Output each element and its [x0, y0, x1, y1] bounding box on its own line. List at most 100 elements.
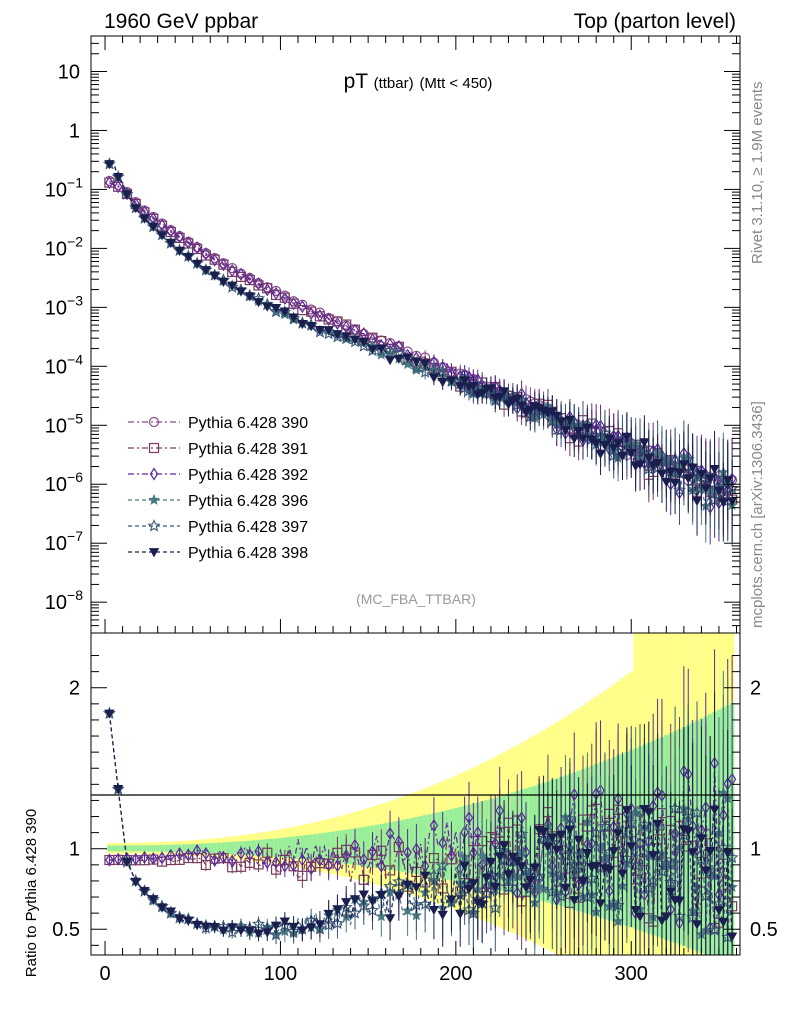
ratio-series-pythia-6.428-398: [104, 691, 738, 955]
spectrum-point: [130, 204, 141, 214]
spectrum-point: [105, 176, 114, 190]
uncertainty-band-inner: [436, 812, 441, 878]
ratio-point: [569, 896, 580, 906]
legend-item: Pythia 6.428 390: [128, 415, 308, 432]
ratio-point: [375, 910, 388, 922]
spectrum-point: [322, 326, 336, 340]
spectrum-point: [263, 283, 272, 297]
uncertainty-band-inner: [453, 808, 459, 882]
ratio-point: [582, 849, 593, 859]
ratio-panel-frame: [90, 632, 741, 956]
uncertainty-band-inner: [107, 845, 112, 852]
y-tick-exponent: −6: [67, 469, 83, 485]
ratio-point: [297, 926, 308, 936]
y-tick-label: 10−5: [45, 410, 83, 437]
ratio-point: [289, 858, 298, 872]
ratio-point: [113, 852, 123, 866]
y-tick-label: 10−6: [45, 469, 83, 496]
y-tick-exponent: −3: [67, 292, 83, 308]
main-series-layer: [102, 157, 739, 547]
ratio-point: [437, 910, 448, 921]
uncertainty-band-inner: [330, 831, 336, 863]
ratio-point: [271, 855, 281, 869]
y-tick-base: 10: [45, 179, 67, 201]
y-tick-base: 10: [45, 297, 67, 319]
uncertainty-band-inner: [326, 832, 331, 862]
ratio-point: [157, 851, 167, 865]
uncertainty-band-inner: [282, 837, 288, 858]
ratio-point: [722, 849, 733, 859]
spectrum-line: [109, 182, 733, 508]
legend-item: Pythia 6.428 391: [128, 441, 308, 458]
header-energy: 1960 GeV ppbar: [104, 10, 258, 33]
uncertainty-band-inner: [129, 845, 134, 852]
ratio-point: [166, 848, 176, 862]
ratio-point: [131, 852, 140, 866]
legend-marker: [148, 416, 160, 428]
rivet-version-label: Rivet 3.1.10, ≥ 1.9M events: [749, 82, 766, 265]
uncertainty-band-inner: [427, 814, 432, 877]
uncertainty-band-inner: [155, 845, 160, 852]
ratio-point: [447, 848, 456, 863]
uncertainty-band-inner: [308, 834, 314, 861]
ratio-line: [108, 713, 733, 937]
legend-label: Pythia 6.428 398: [188, 545, 308, 562]
ratio-point: [464, 811, 474, 825]
y-tick-exponent: −1: [67, 174, 83, 190]
spectrum-point: [219, 258, 228, 272]
ratio-point: [210, 853, 219, 867]
uncertainty-band-inner: [444, 810, 450, 880]
ratio-point: [542, 842, 554, 852]
header-process: Top (parton level): [574, 10, 736, 33]
uncertainty-band-inner: [164, 844, 169, 852]
ratio-point: [485, 857, 497, 868]
ratio-point: [412, 842, 421, 856]
plot-title-var: pT: [344, 70, 369, 93]
legend-marker: [148, 442, 160, 454]
uncertainty-band-inner: [199, 843, 204, 853]
ratio-line: [109, 763, 733, 928]
ratio-point: [174, 914, 185, 924]
uncertainty-band-inner: [124, 845, 130, 852]
plot-title-sub: (ttbar): [374, 75, 414, 92]
spectrum-point: [358, 337, 369, 348]
ratio-y-axis-label: Ratio to Pythia 6.428 390: [23, 809, 40, 977]
ratio-point: [279, 917, 291, 927]
series-pythia-6.428-396: [103, 157, 738, 547]
uncertainty-band-inner: [291, 836, 296, 859]
y-tick-exponent: −8: [67, 587, 83, 603]
ratio-y-tick-label: 2: [69, 678, 80, 700]
ratio-point: [105, 853, 114, 867]
uncertainty-band-inner: [295, 836, 301, 859]
y-tick-label: 10−8: [45, 587, 83, 614]
uncertainty-band-inner: [190, 843, 195, 853]
y-tick-label: 10−1: [45, 174, 83, 201]
ratio-point: [459, 861, 470, 871]
ratio-point: [687, 848, 698, 858]
y-tick-exponent: −7: [67, 528, 83, 544]
ratio-point: [333, 859, 342, 873]
ratio-point: [192, 843, 202, 858]
legend-label: Pythia 6.428 390: [188, 415, 308, 432]
ratio-point: [254, 844, 263, 858]
y-tick-label: 1: [69, 120, 80, 142]
ratio-series-layer: [102, 649, 739, 955]
ratio-point: [315, 853, 325, 867]
spectrum-point: [271, 286, 281, 301]
plot-title: pT (ttbar) (Mtt < 450): [344, 70, 493, 93]
legend-label: Pythia 6.428 392: [188, 467, 308, 484]
y-tick-exponent: −5: [67, 410, 83, 426]
y-tick-base: 10: [45, 356, 67, 378]
ratio-point: [149, 851, 158, 866]
ratio-point: [394, 834, 404, 849]
ratio-point: [306, 862, 316, 876]
legend-marker: [148, 493, 160, 505]
ratio-point: [403, 845, 412, 860]
legend-item: Pythia 6.428 398: [128, 545, 308, 562]
ratio-point: [350, 838, 360, 852]
ratio-y-tick-label-right: 2: [750, 678, 761, 700]
uncertainty-band-inner: [300, 835, 305, 860]
ratio-point: [269, 927, 283, 941]
